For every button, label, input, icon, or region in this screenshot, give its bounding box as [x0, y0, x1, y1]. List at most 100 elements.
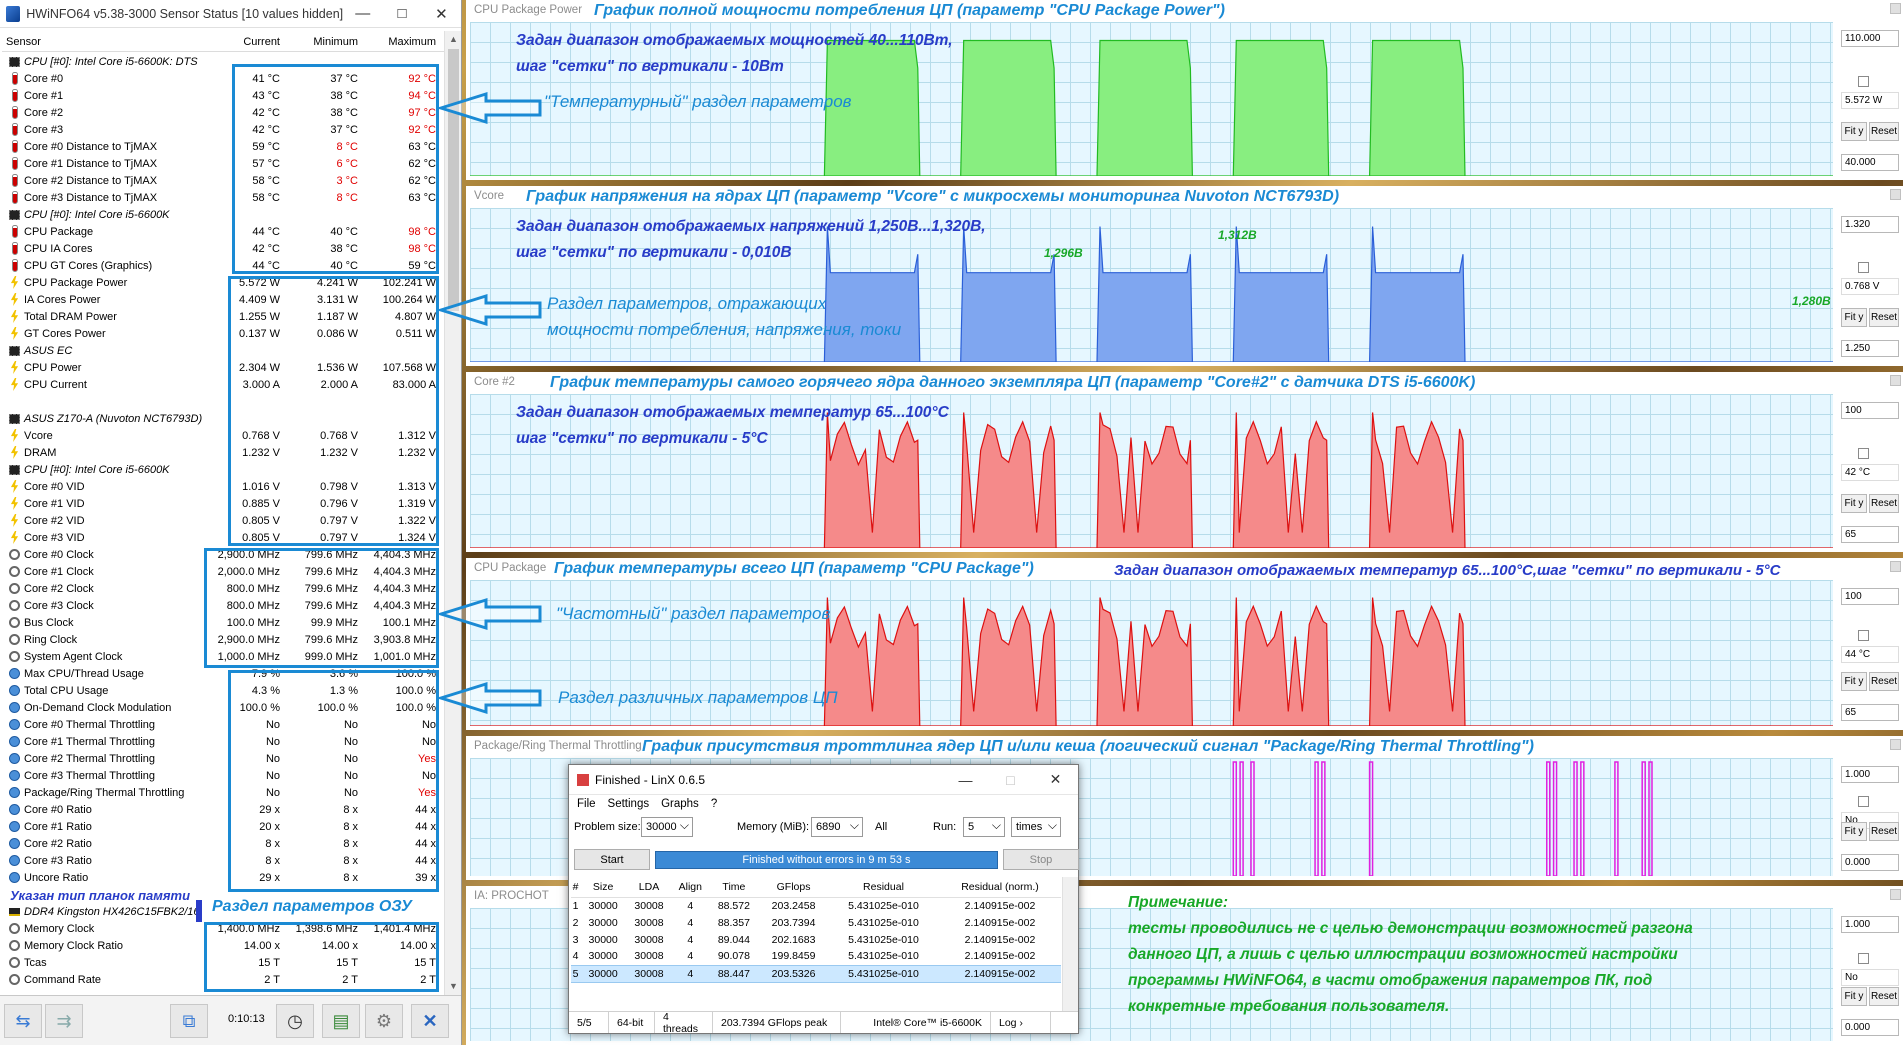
graph-max-input[interactable]: 1.000: [1841, 916, 1899, 933]
sensor-row[interactable]: Total CPU Usage 4.3 % 1.3 % 100.0 %: [2, 682, 444, 699]
linx-minimize-icon[interactable]: —: [958, 771, 973, 788]
reset-button[interactable]: Reset: [1869, 987, 1899, 1006]
start-button[interactable]: Start: [574, 849, 650, 870]
arrows-left-right-icon[interactable]: ⇆: [4, 1004, 42, 1038]
sensor-group-row[interactable]: ASUS EC: [2, 342, 444, 359]
graph-max-input[interactable]: 100: [1841, 402, 1899, 419]
fit-y-button[interactable]: Fit y: [1841, 308, 1867, 327]
times-select[interactable]: times: [1011, 817, 1061, 837]
fit-y-button[interactable]: Fit y: [1841, 122, 1867, 141]
results-col-header[interactable]: #: [571, 877, 581, 898]
graph-autoscale-checkbox[interactable]: [1858, 261, 1869, 273]
settings-icon[interactable]: ⚙: [365, 1004, 403, 1038]
results-col-header[interactable]: Size: [580, 877, 627, 898]
graph-min-input[interactable]: 65: [1841, 704, 1899, 721]
menu-help[interactable]: ?: [710, 798, 718, 810]
graph-min-input[interactable]: 1.250: [1841, 340, 1899, 357]
sensor-row[interactable]: DRAM 1.232 V 1.232 V 1.232 V: [2, 444, 444, 461]
results-col-header[interactable]: Time: [708, 877, 760, 898]
graph-max-input[interactable]: 100: [1841, 588, 1899, 605]
linx-close-icon[interactable]: ✕: [1049, 771, 1062, 787]
sensor-row[interactable]: Core #1 VID 0.885 V 0.796 V 1.319 V: [2, 495, 444, 512]
graph-autoscale-checkbox[interactable]: [1858, 796, 1869, 808]
arrows-collapse-icon[interactable]: ⇉: [45, 1004, 83, 1038]
reset-button[interactable]: Reset: [1869, 822, 1899, 841]
results-col-header[interactable]: Residual: [827, 877, 939, 898]
scroll-thumb[interactable]: [448, 49, 459, 311]
sensor-row[interactable]: Memory Clock Ratio 14.00 x 14.00 x 14.00 x: [2, 937, 444, 954]
fit-y-button[interactable]: Fit y: [1841, 494, 1867, 513]
reset-button[interactable]: Reset: [1869, 122, 1899, 141]
scroll-up-icon[interactable]: ▲: [449, 34, 458, 44]
sensor-group-row[interactable]: DDR4 Kingston HX426C15FBK2/16: [2, 903, 444, 920]
sensor-row[interactable]: Uncore Ratio 29 x 8 x 39 x: [2, 869, 444, 886]
menu-file[interactable]: File: [577, 798, 596, 810]
sensor-row[interactable]: Core #1 Distance to TjMAX 57 °C 6 °C 62 °C: [2, 155, 444, 172]
sensor-row[interactable]: Core #0 Distance to TjMAX 59 °C 8 °C 63 °C: [2, 138, 444, 155]
sensor-row[interactable]: Core #1 Clock 2,000.0 MHz 799.6 MHz 4,404.3…: [2, 563, 444, 580]
sensor-scrollbar[interactable]: ▲ ▼: [444, 31, 461, 995]
sensor-row[interactable]: Core #3 42 °C 37 °C 92 °C: [2, 121, 444, 138]
sensor-row[interactable]: CPU Package Power 5.572 W 4.241 W 102.241 W: [2, 274, 444, 291]
memory-select[interactable]: 6890: [811, 817, 863, 837]
graph-max-input[interactable]: 110.000: [1841, 30, 1899, 47]
sensor-row[interactable]: CPU Current 3.000 A 2.000 A 83.000 A: [2, 376, 444, 393]
graph-min-input[interactable]: 0.000: [1841, 1019, 1899, 1036]
reset-button[interactable]: Reset: [1869, 672, 1899, 691]
sensor-row[interactable]: Core #3 VID 0.805 V 0.797 V 1.324 V: [2, 529, 444, 546]
sensor-row[interactable]: Core #1 Ratio 20 x 8 x 44 x: [2, 818, 444, 835]
results-col-header[interactable]: LDA: [626, 877, 672, 898]
sensor-row[interactable]: CPU GT Cores (Graphics) 44 °C 40 °C 59 °C: [2, 257, 444, 274]
sensor-row[interactable]: Core #0 Ratio 29 x 8 x 44 x: [2, 801, 444, 818]
sensor-row[interactable]: Core #0 Clock 2,900.0 MHz 799.6 MHz 4,404.3…: [2, 546, 444, 563]
col-sensor[interactable]: Sensor: [6, 36, 41, 48]
graph-autoscale-checkbox[interactable]: [1858, 630, 1869, 642]
graph-close-icon[interactable]: [1890, 189, 1901, 200]
graph-min-input[interactable]: 65: [1841, 526, 1899, 543]
graph-autoscale-checkbox[interactable]: [1858, 75, 1869, 87]
sensor-row[interactable]: Total DRAM Power 1.255 W 1.187 W 4.807 W: [2, 308, 444, 325]
sensor-row[interactable]: Core #2 Ratio 8 x 8 x 44 x: [2, 835, 444, 852]
results-col-header[interactable]: GFlops: [759, 877, 828, 898]
sensor-row[interactable]: Package/Ring Thermal Throttling No No Yes: [2, 784, 444, 801]
sensor-row[interactable]: Core #3 Thermal Throttling No No No: [2, 767, 444, 784]
maximize-icon[interactable]: □: [397, 5, 407, 22]
fit-y-button[interactable]: Fit y: [1841, 987, 1867, 1006]
sensor-group-row[interactable]: CPU [#0]: Intel Core i5-6600K: DTS: [2, 53, 444, 70]
close-icon[interactable]: ✕: [435, 5, 448, 23]
linx-status-cell[interactable]: Log ›: [991, 1012, 1051, 1033]
results-col-header[interactable]: Residual (norm.): [939, 877, 1061, 898]
results-row[interactable]: 1 30000 30008 4 88.572 203.2458 5.431025e-010 2…: [571, 897, 1061, 914]
minimize-icon[interactable]: —: [355, 5, 371, 22]
sensor-group-row[interactable]: CPU [#0]: Intel Core i5-6600K: [2, 206, 444, 223]
col-current[interactable]: Current: [243, 36, 280, 48]
menu-settings[interactable]: Settings: [607, 798, 650, 810]
sensor-row[interactable]: Command Rate 2 T 2 T 2 T: [2, 971, 444, 988]
results-row[interactable]: 5 30000 30008 4 88.447 203.5326 5.431025e-010 2…: [571, 964, 1061, 983]
sensor-row[interactable]: System Agent Clock 1,000.0 MHz 999.0 MHz 1,…: [2, 648, 444, 665]
sensor-row[interactable]: Core #0 VID 1.016 V 0.798 V 1.313 V: [2, 478, 444, 495]
graph-close-icon[interactable]: [1890, 3, 1901, 14]
fit-y-button[interactable]: Fit y: [1841, 672, 1867, 691]
results-row[interactable]: 3 30000 30008 4 89.044 202.1683 5.431025e-010 2…: [571, 931, 1061, 948]
reset-button[interactable]: Reset: [1869, 494, 1899, 513]
sensor-row[interactable]: Core #1 Thermal Throttling No No No: [2, 733, 444, 750]
sensor-row[interactable]: Core #2 42 °C 38 °C 97 °C: [2, 104, 444, 121]
fit-y-button[interactable]: Fit y: [1841, 822, 1867, 841]
results-col-header[interactable]: Align: [671, 877, 709, 898]
results-row[interactable]: 4 30000 30008 4 90.078 199.8459 5.431025e-010 2…: [571, 948, 1061, 965]
col-maximum[interactable]: Maximum: [388, 36, 436, 48]
problem-size-select[interactable]: 30000: [641, 817, 693, 837]
run-select[interactable]: 5: [963, 817, 1005, 837]
sensor-group-row[interactable]: CPU [#0]: Intel Core i5-6600K: [2, 461, 444, 478]
sensor-row[interactable]: Memory Clock 1,400.0 MHz 1,398.6 MHz 1,401.…: [2, 920, 444, 937]
sensor-row[interactable]: Core #3 Ratio 8 x 8 x 44 x: [2, 852, 444, 869]
sensor-row[interactable]: CPU Power 2.304 W 1.536 W 107.568 W: [2, 359, 444, 376]
sensor-row[interactable]: Core #0 41 °C 37 °C 92 °C: [2, 70, 444, 87]
col-minimum[interactable]: Minimum: [313, 36, 358, 48]
sensor-row[interactable]: CPU Package 44 °C 40 °C 98 °C: [2, 223, 444, 240]
graph-max-input[interactable]: 1.320: [1841, 216, 1899, 233]
results-row[interactable]: 2 30000 30008 4 88.357 203.7394 5.431025e-010 2…: [571, 914, 1061, 931]
sensor-row[interactable]: Core #3 Clock 800.0 MHz 799.6 MHz 4,404.3 M…: [2, 597, 444, 614]
sensor-row[interactable]: IA Cores Power 4.409 W 3.131 W 100.264 W: [2, 291, 444, 308]
